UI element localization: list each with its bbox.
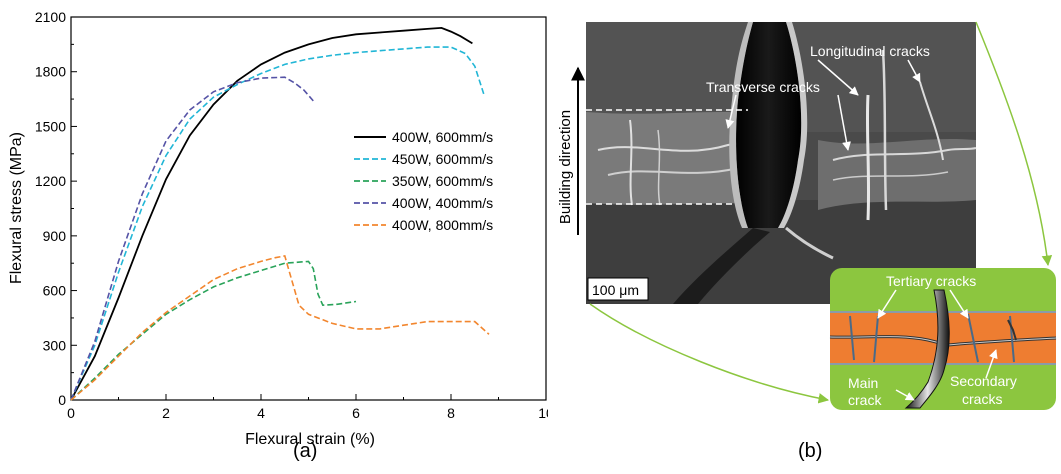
y-tick-label-7: 2100 bbox=[35, 9, 66, 25]
x-tick-label-5: 10 bbox=[538, 405, 548, 421]
sem-micrograph: Longitudinal cracks Transverse cracks 10… bbox=[586, 22, 977, 304]
x-tick-label-0: 0 bbox=[67, 405, 75, 421]
building-direction-label: Building direction bbox=[557, 110, 574, 224]
crack-schematic: Tertiary cracks Main crack Secondary cra… bbox=[829, 268, 1057, 410]
y-tick-label-3: 900 bbox=[43, 228, 67, 244]
series-line-4 bbox=[70, 254, 490, 401]
legend-label-3: 400W, 400mm/s bbox=[392, 195, 493, 211]
stress-strain-chart: 0 2 4 6 8 10 0 300 600 900 1200 1500 1800 2100 400W, 6… bbox=[8, 9, 548, 448]
secondary-cracks-label-1: Secondary bbox=[950, 373, 1017, 389]
series-line-1 bbox=[70, 46, 485, 401]
y-tick-label-6: 1800 bbox=[35, 64, 66, 80]
x-tick-label-3: 6 bbox=[352, 405, 360, 421]
x-axis-label: Flexural strain (%) bbox=[245, 431, 375, 448]
scale-bar-label: 100 μm bbox=[592, 282, 639, 298]
main-crack-label-2: crack bbox=[848, 392, 882, 408]
secondary-cracks-label-2: cracks bbox=[962, 391, 1002, 407]
connector-arrow-bottom bbox=[589, 303, 830, 404]
panel-label-a: (a) bbox=[293, 440, 318, 462]
x-tick-label-4: 8 bbox=[447, 405, 455, 421]
series-line-0 bbox=[70, 26, 473, 401]
connector-arrow-right bbox=[975, 21, 1053, 267]
transverse-cracks-label: Transverse cracks bbox=[706, 79, 820, 95]
legend-label-4: 400W, 800mm/s bbox=[392, 217, 493, 233]
x-tick-label-1: 2 bbox=[162, 405, 170, 421]
series-line-2 bbox=[70, 260, 357, 401]
y-tick-label-0: 0 bbox=[58, 392, 66, 408]
panel-b: Building direction bbox=[548, 0, 1061, 469]
longitudinal-cracks-label: Longitudinal cracks bbox=[810, 43, 930, 59]
main-crack-label-1: Main bbox=[848, 375, 878, 391]
y-axis-label: Flexural stress (MPa) bbox=[8, 132, 25, 284]
series-line-3 bbox=[70, 76, 314, 401]
legend-label-2: 350W, 600mm/s bbox=[392, 173, 493, 189]
tertiary-cracks-label: Tertiary cracks bbox=[886, 273, 976, 289]
y-tick-label-5: 1500 bbox=[35, 118, 66, 134]
y-tick-label-4: 1200 bbox=[35, 173, 66, 189]
y-tick-label-1: 300 bbox=[43, 337, 67, 353]
panel-label-b: (b) bbox=[798, 440, 823, 462]
x-tick-label-2: 4 bbox=[257, 405, 265, 421]
y-tick-label-2: 600 bbox=[43, 283, 67, 299]
scale-bar-box bbox=[587, 277, 649, 301]
plot-area: 0 2 4 6 8 10 0 300 600 900 1200 1500 1800 2100 400W, 6… bbox=[35, 9, 548, 421]
legend-label-0: 400W, 600mm/s bbox=[392, 129, 493, 145]
legend-label-1: 450W, 600mm/s bbox=[392, 151, 493, 167]
